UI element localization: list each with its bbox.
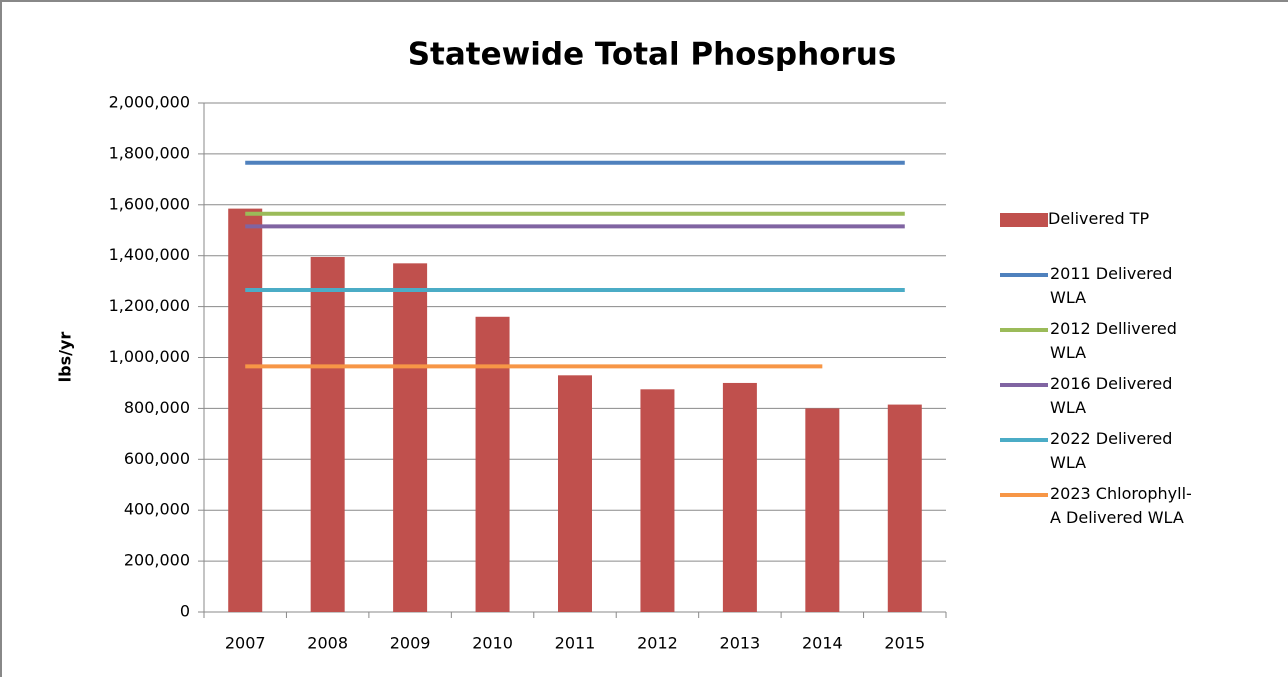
bar [475, 316, 510, 612]
y-tick-label: 800,000 [124, 398, 190, 417]
y-tick-label: 1,400,000 [109, 245, 190, 264]
legend-label: 2023 Chlorophyll-A Delivered WLA [1050, 484, 1192, 527]
y-tick-label: 1,600,000 [109, 194, 190, 213]
y-tick-label: 0 [180, 602, 190, 621]
legend-item: 2023 Chlorophyll-A Delivered WLA [1000, 484, 1285, 540]
y-tick-label: 200,000 [124, 551, 190, 570]
bar [722, 382, 757, 612]
legend-item: 2011 Delivered WLA [1000, 264, 1285, 320]
x-tick-label: 2014 [802, 634, 843, 653]
legend-label: Delivered TP [1048, 209, 1150, 228]
legend-swatch [1000, 438, 1048, 442]
x-tick-label: 2015 [884, 634, 925, 653]
legend-item: Delivered TP [1000, 209, 1285, 265]
legend-item: 2016 Delivered WLA [1000, 374, 1285, 430]
legend-label: 2011 Delivered WLA [1050, 264, 1173, 307]
legend-item: 2012 Dellivered WLA [1000, 319, 1285, 375]
x-tick-label: 2007 [225, 634, 266, 653]
bar [640, 389, 675, 612]
legend-swatch [1000, 213, 1048, 227]
x-tick-label: 2013 [720, 634, 761, 653]
legend-item: 2022 Delivered WLA [1000, 429, 1285, 485]
y-tick-label: 1,000,000 [109, 347, 190, 366]
y-tick-label: 600,000 [124, 449, 190, 468]
x-tick-label: 2011 [555, 634, 596, 653]
legend-swatch [1000, 328, 1048, 332]
x-tick-label: 2008 [307, 634, 348, 653]
bar [393, 263, 428, 612]
bar [228, 208, 263, 612]
legend: Delivered TP 2011 Delivered WLA 2012 Delli… [1000, 209, 1285, 540]
bar [558, 375, 592, 612]
y-tick-label: 1,200,000 [109, 296, 190, 315]
x-tick-label: 2012 [637, 634, 678, 653]
x-tick-label: 2009 [390, 634, 431, 653]
y-tick-label: 2,000,000 [109, 93, 190, 112]
legend-swatch [1000, 493, 1048, 497]
legend-swatch [1000, 383, 1048, 387]
y-tick-label: 1,800,000 [109, 143, 190, 162]
bar [805, 408, 840, 612]
legend-swatch [1000, 273, 1048, 277]
chart-title: Statewide Total Phosphorus [408, 37, 897, 73]
legend-label: 2012 Dellivered WLA [1050, 319, 1177, 362]
bar [310, 256, 345, 612]
y-tick-label: 400,000 [124, 500, 190, 519]
legend-label: 2022 Delivered WLA [1050, 429, 1173, 472]
legend-label: 2016 Delivered WLA [1050, 374, 1173, 417]
x-tick-label: 2010 [472, 634, 513, 653]
y-axis-title: lbs/yr [56, 332, 75, 383]
bar [887, 404, 922, 612]
